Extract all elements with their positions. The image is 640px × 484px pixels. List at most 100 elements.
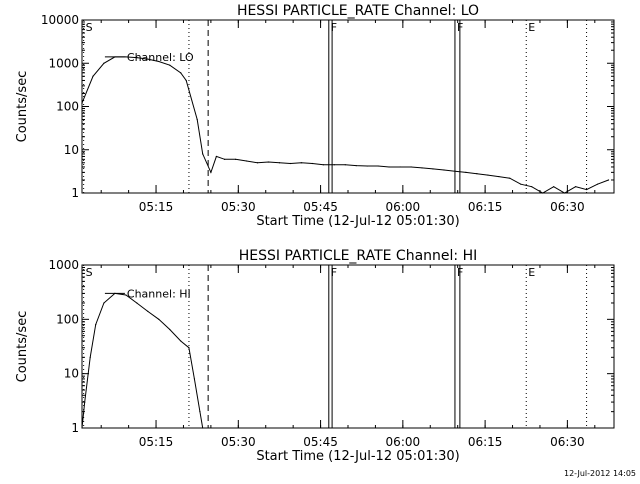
data-point [443, 169, 445, 171]
data-point [300, 162, 302, 164]
data-point [465, 171, 467, 173]
x-tick-label: 06:30 [550, 200, 585, 214]
data-point [421, 167, 423, 169]
data-point [289, 162, 292, 165]
event-marker-label: E [528, 21, 535, 34]
data-point [267, 161, 270, 163]
event-marker-label: F [457, 21, 463, 34]
event-marker-label: S [86, 266, 93, 279]
y-tick-label: 100 [56, 312, 79, 326]
chart-panel-0: HESSI PARTICLE_RATE Channel: LO 1 10 100 100… [15, 3, 615, 229]
data-point [103, 302, 105, 304]
data-point [89, 356, 91, 358]
data-point [158, 60, 160, 63]
data-point [432, 168, 434, 170]
x-tick-label: 05:30 [221, 200, 256, 214]
y-tick-label: 10 [64, 367, 79, 381]
y-tick-label: 1000 [48, 258, 79, 272]
data-point [169, 328, 171, 331]
data-point [344, 164, 346, 166]
y-tick-label: 10000 [41, 13, 79, 27]
data-point [199, 411, 201, 413]
chart-panel-1: HESSI PARTICLE_RATE Channel: HI 1 10 100 100… [15, 248, 615, 464]
data-point [355, 165, 357, 167]
data-point [234, 158, 237, 160]
data-point [454, 170, 456, 172]
x-tick-label: 05:15 [139, 200, 174, 214]
x-tick-label: 05:15 [139, 435, 174, 449]
data-point [196, 118, 198, 121]
series-label: Channel: LO [127, 51, 194, 64]
data-point [410, 166, 412, 168]
event-marker-label: S [86, 21, 93, 34]
y-axis-label: Counts/sec [15, 71, 30, 143]
y-tick-label: 1 [71, 186, 79, 200]
data-series-line [81, 56, 609, 194]
data-point [575, 186, 577, 188]
data-point [188, 347, 190, 349]
data-point [202, 427, 204, 429]
x-axis-label: Start Time (12-Jul-12 05:01:30) [256, 214, 459, 229]
data-point [245, 160, 248, 162]
x-tick-label: 06:15 [468, 200, 503, 214]
series-label: Channel: HI [127, 287, 191, 300]
data-point [95, 323, 97, 326]
data-point [585, 188, 588, 191]
x-tick-label: 06:00 [386, 435, 421, 449]
data-point [81, 427, 83, 429]
chart-title: HESSI PARTICLE_RATE Channel: HI [239, 248, 477, 264]
chart-title: HESSI PARTICLE_RATE Channel: LO [237, 3, 479, 19]
data-point [377, 165, 379, 167]
data-point [136, 57, 138, 59]
y-tick-label: 10 [64, 143, 79, 157]
x-tick-label: 06:30 [550, 435, 585, 449]
data-point [136, 302, 138, 304]
data-point [607, 179, 610, 181]
data-point [553, 186, 555, 188]
x-tick-label: 05:45 [303, 435, 338, 449]
data-point [333, 164, 335, 166]
data-point [92, 75, 94, 77]
y-tick-label: 1 [71, 421, 79, 435]
data-point [147, 58, 149, 60]
event-marker-label: F [331, 21, 337, 34]
x-tick-label: 06:15 [468, 435, 503, 449]
data-point [388, 166, 390, 168]
data-point [223, 158, 226, 160]
data-series-line [81, 292, 204, 429]
data-point [311, 162, 313, 165]
data-point [278, 162, 281, 164]
data-point [185, 79, 187, 82]
y-tick-label: 1000 [48, 56, 79, 70]
data-point [487, 174, 489, 176]
data-point [202, 153, 204, 155]
data-point [210, 171, 212, 173]
data-point [564, 192, 566, 194]
data-point [215, 155, 217, 158]
data-point [399, 166, 401, 168]
data-point [103, 62, 105, 64]
data-point [596, 183, 599, 185]
data-point [169, 64, 171, 66]
data-point [180, 340, 182, 342]
x-tick-label: 05:30 [221, 435, 256, 449]
plot-frame [81, 19, 615, 194]
data-point [84, 401, 86, 403]
x-tick-label: 06:00 [386, 200, 421, 214]
data-point [531, 186, 533, 188]
data-point [322, 164, 324, 166]
event-marker-label: E [528, 266, 535, 279]
event-marker-label: F [331, 266, 337, 279]
data-point [158, 318, 160, 320]
data-point [180, 72, 182, 74]
y-axis-label: Counts/sec [15, 311, 30, 383]
data-point [476, 173, 478, 175]
data-point [125, 294, 127, 296]
x-axis-label: Start Time (12-Jul-12 05:01:30) [256, 449, 459, 464]
data-point [366, 165, 368, 167]
data-point [147, 310, 149, 312]
event-marker-label: F [457, 266, 463, 279]
data-point [542, 192, 544, 194]
plot-timestamp: 12-Jul-2012 14:05 [563, 469, 636, 478]
